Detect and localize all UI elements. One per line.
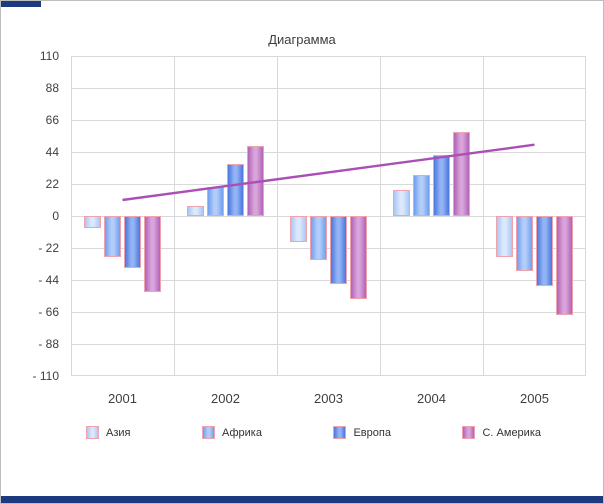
bar-europe-2001[interactable] — [124, 216, 141, 269]
legend-item-europe[interactable]: Европа — [333, 426, 391, 439]
y-axis-tick-label: - 88 — [38, 337, 59, 351]
y-axis-tick-label: 22 — [45, 177, 59, 191]
bar-n-america-2001[interactable] — [144, 216, 161, 292]
bar-asia-2003[interactable] — [290, 216, 307, 243]
top-left-accent-bar — [1, 1, 41, 7]
h-gridline — [71, 184, 586, 185]
h-gridline — [71, 152, 586, 153]
plot-area — [71, 56, 586, 376]
legend-swatch — [202, 426, 215, 439]
bar-africa-2003[interactable] — [310, 216, 327, 260]
h-gridline — [71, 312, 586, 313]
bar-asia-2001[interactable] — [84, 216, 101, 228]
chart-title: Диаграмма — [268, 32, 336, 47]
legend-label: Азия — [106, 426, 131, 439]
bar-n-america-2004[interactable] — [453, 131, 470, 216]
bar-n-america-2005[interactable] — [556, 216, 573, 315]
bar-n-america-2003[interactable] — [350, 216, 367, 299]
h-gridline — [71, 56, 586, 57]
bar-africa-2002[interactable] — [207, 186, 224, 216]
bar-africa-2004[interactable] — [413, 175, 430, 216]
y-axis-tick-label: 0 — [52, 209, 59, 223]
legend-item-asia[interactable]: Азия — [86, 426, 130, 439]
y-axis-tick-label: 110 — [39, 49, 59, 63]
h-gridline — [71, 88, 586, 89]
y-axis-tick-label: - 66 — [38, 305, 59, 319]
bar-europe-2005[interactable] — [536, 216, 553, 286]
x-axis-label-2005: 2005 — [520, 391, 549, 406]
legend-swatch — [462, 426, 476, 439]
bottom-accent-bar — [1, 496, 603, 503]
x-axis-label-2002: 2002 — [211, 391, 240, 406]
x-axis-label-2004: 2004 — [417, 391, 446, 406]
h-gridline — [71, 280, 586, 281]
y-axis-tick-label: 66 — [45, 113, 59, 127]
legend-label: С. Америка — [482, 426, 541, 439]
bar-asia-2002[interactable] — [187, 205, 204, 216]
legend-swatch — [86, 426, 99, 439]
x-axis-label-2001: 2001 — [108, 391, 137, 406]
bar-europe-2002[interactable] — [227, 163, 244, 216]
bar-africa-2005[interactable] — [516, 216, 533, 272]
legend-label: Африка — [222, 426, 262, 439]
bar-asia-2005[interactable] — [496, 216, 513, 257]
bar-europe-2003[interactable] — [330, 216, 347, 285]
h-gridline — [71, 375, 586, 376]
legend-item-n-america[interactable]: С. Америка — [462, 426, 541, 439]
h-gridline — [71, 216, 586, 217]
y-axis-tick-label: - 44 — [38, 273, 59, 287]
y-axis-tick-label: - 22 — [38, 241, 59, 255]
bar-europe-2004[interactable] — [433, 154, 450, 216]
h-gridline — [71, 248, 586, 249]
bar-asia-2004[interactable] — [393, 189, 410, 216]
x-axis-label-2003: 2003 — [314, 391, 343, 406]
y-axis-tick-label: 88 — [45, 81, 59, 95]
legend: Азия Африка Европа С. Америка — [86, 426, 541, 439]
h-gridline — [71, 344, 586, 345]
trendline[interactable] — [122, 143, 535, 202]
legend-item-africa[interactable]: Африка — [202, 426, 262, 439]
legend-label: Европа — [353, 426, 391, 439]
bar-n-america-2002[interactable] — [247, 146, 264, 216]
h-gridline — [71, 120, 586, 121]
legend-swatch — [333, 426, 347, 439]
bar-africa-2001[interactable] — [104, 216, 121, 257]
y-axis-tick-label: - 110 — [32, 369, 59, 383]
y-axis-tick-label: 44 — [45, 145, 59, 159]
